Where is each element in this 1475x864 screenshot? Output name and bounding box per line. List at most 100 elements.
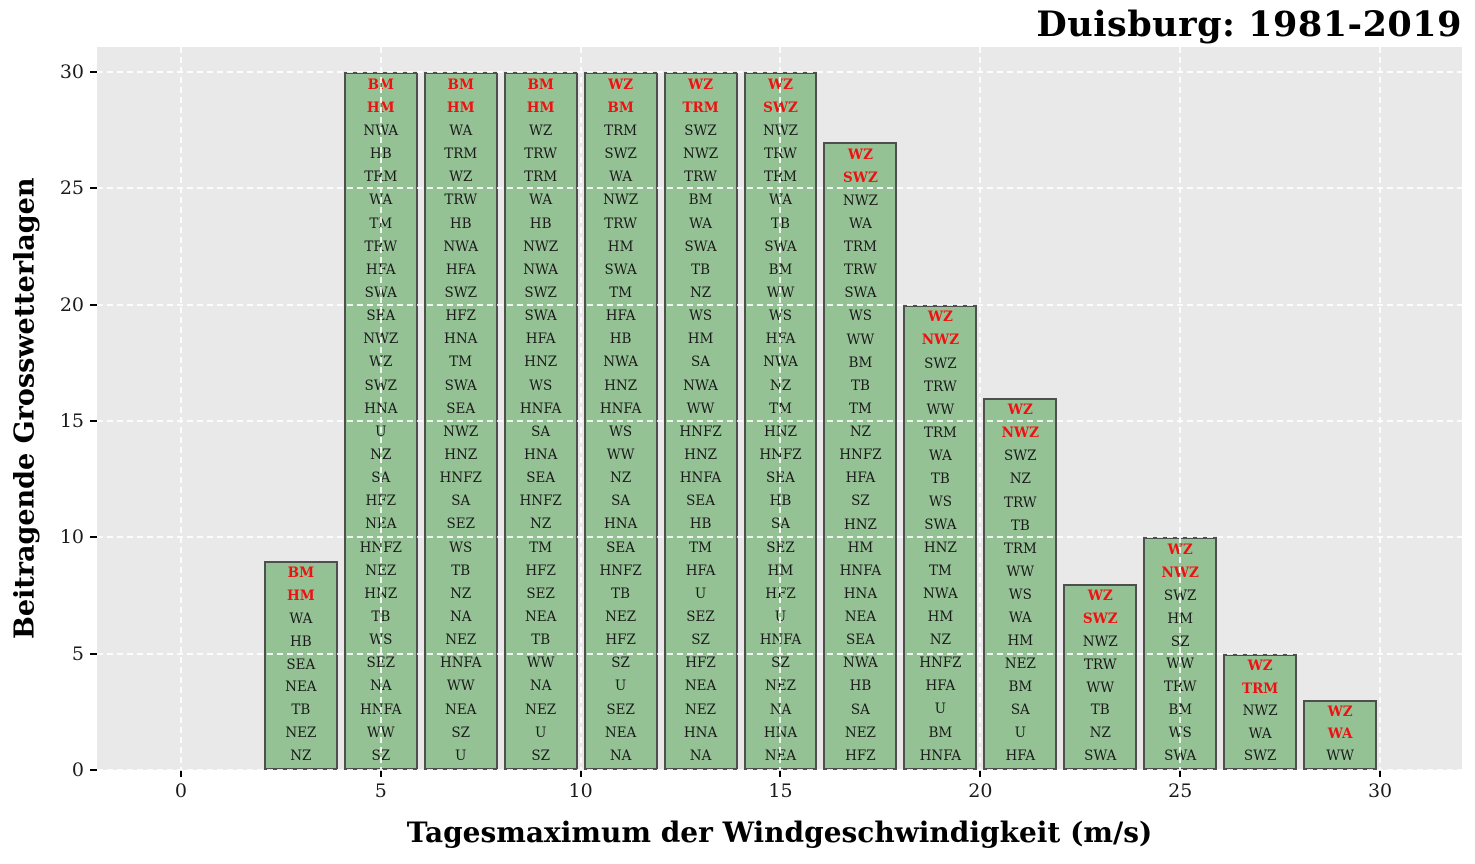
bar-label: NWZ [1242,703,1278,720]
bar-label: WA [449,123,473,139]
bar-label: NEZ [844,724,876,741]
bar-label: WZ [688,76,714,93]
y-tick-label: 0 [71,759,84,781]
bar-label: NEZ [365,562,397,579]
bar: WZ BM TRM SWZ WA NWZ TRW HM SWA TM HFA HB NWA HNZ HNFA… [583,71,658,770]
chart-title: Duisburg: 1981-2019 [1036,4,1462,45]
bar-label: NWZ [921,332,960,349]
bar-label: U [455,747,467,764]
y-tick-mark [90,769,97,771]
bar-label: HNFZ [759,446,802,463]
y-tick-mark [90,652,97,655]
bar-label: NEA [365,516,397,533]
x-tick-label: 5 [374,780,387,802]
bar-label: HNFA [679,470,722,487]
bar-label: HM [1167,610,1193,627]
bar-label: HNZ [843,516,877,533]
bar-label: HM [847,539,874,556]
y-tick-label: 30 [59,60,84,83]
bar-label: HFZ [765,585,796,602]
bar-label: SEA [366,308,396,325]
bar-label: HFZ [845,747,876,764]
bar-label: SZ [851,493,870,510]
bar-label: TRM [843,239,877,256]
bar-label: WS [369,632,393,649]
bar-label: NWZ [443,423,479,440]
x-tick-mark [979,770,982,777]
bar-label: SEA [606,539,636,556]
bar-label: SWA [524,308,557,325]
bar-label: U [1014,724,1026,741]
bar-label: WZ [449,169,473,186]
bar-label: HFA [365,261,396,278]
bar-label: WS [1168,725,1192,741]
bar-label: U [375,423,387,440]
bar-label: HB [769,493,792,510]
bar-label: WA [689,215,713,232]
x-tick-mark [1379,770,1382,777]
bar-label: SWA [924,516,957,533]
bar-label: HNFZ [599,562,642,579]
bar-label: HFA [765,331,796,348]
bar-label: BM [1168,702,1193,719]
bar-label: TRW [684,169,717,186]
bar-label: TRM [524,169,558,186]
bar: WZ NWZ SWZ HM SZ WW TRW BM WS SWA [1143,537,1218,770]
bar-label: HNZ [684,446,718,463]
bar-label: HM [286,588,315,605]
bar: WZ NWZ SWZ NZ TRW TB TRM WW WS WA HM NEZ BM SA U HFA [983,397,1058,770]
bar-label: NZ [530,516,552,533]
bar-label: TRW [844,262,877,279]
bar-label: TRM [1003,540,1037,557]
bar-label: SEA [766,470,795,487]
bar-label: HM [526,99,555,116]
bar-label: HFA [445,261,476,278]
bar: WZ WA WW [1303,700,1378,770]
bar-label: WW [366,724,395,741]
bar-label: SWZ [843,169,878,186]
bar-label: NZ [849,424,872,441]
bar-label: SA [611,493,631,510]
bar-label: TRM [604,123,638,139]
bar-label: WZ [529,123,553,139]
bar-label: HNFA [599,400,642,417]
y-tick-mark [90,303,97,306]
bar-label: WW [846,331,875,348]
bar-label: NEA [684,678,717,695]
bar-label: HM [1007,632,1034,649]
bar-label: WW [1326,748,1354,765]
bar-label: SZ [611,655,630,672]
bar-label: SWA [844,285,877,302]
bar-label: TRM [923,424,957,441]
bar-label: NZ [290,747,312,764]
bar-label: SEZ [606,701,635,718]
bar-label: BM [768,261,793,278]
bar-label: TM [529,539,553,556]
bar-label: NZ [769,377,792,394]
bar-label: TRM [444,146,478,163]
bar-label: TB [291,702,311,719]
gridline-vertical [979,47,982,770]
bar-label: SZ [371,747,391,764]
bar-label: HNZ [364,585,398,602]
bar-label: SZ [691,632,710,649]
bar-label: SZ [531,747,550,764]
bar-label: TRW [524,146,558,163]
x-tick-label: 30 [1367,780,1393,802]
bar-label: BM [447,76,474,93]
bar-label: SWA [604,261,637,278]
bar-label: HNFZ [679,423,722,440]
bar-label: BM [1008,678,1033,695]
bar-label: WA [1327,726,1353,743]
bar-label: NZ [1089,725,1111,742]
bar-label: HNFZ [919,655,962,672]
bar-label: NZ [370,446,392,463]
bar-label: WS [609,423,633,440]
gridline-vertical [1379,47,1382,770]
bar-label: NWA [363,123,399,139]
bar-label: HNA [763,724,798,741]
x-tick-mark [379,770,382,777]
bar-label: NZ [610,470,632,487]
bar-label: NEZ [525,701,557,718]
bar-label: SWZ [1082,611,1118,628]
